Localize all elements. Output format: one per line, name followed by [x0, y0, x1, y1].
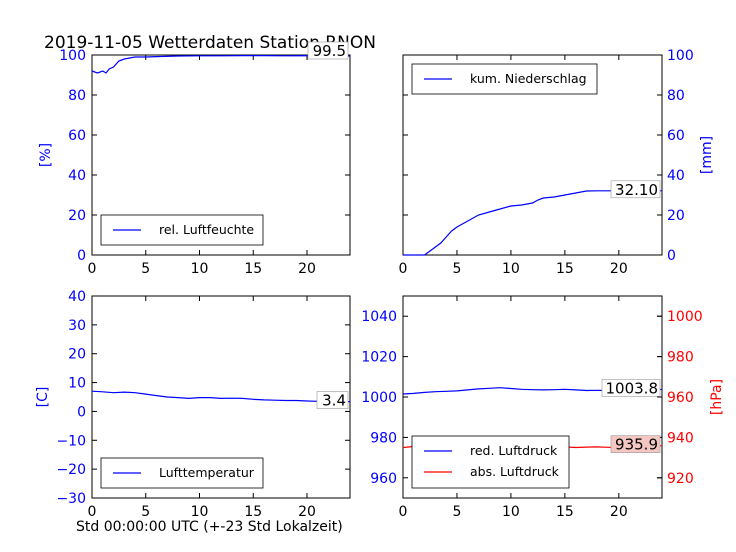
- x-tick-label: 10: [502, 504, 520, 520]
- value-annotation-box: [307, 41, 349, 60]
- value-annotation: 32.10: [615, 181, 658, 199]
- y-tick-label: 40: [667, 168, 685, 184]
- legend-box: [411, 435, 570, 489]
- x-tick-label: 15: [244, 261, 262, 277]
- y2-tick-label: 980: [667, 350, 694, 366]
- value-annotation-box: [610, 180, 661, 199]
- x-tick-label: 10: [191, 504, 209, 520]
- legend: Lufttemperatur: [100, 457, 264, 489]
- value-annotation: 935.9: [615, 436, 658, 454]
- y-axis-label: [%]: [38, 143, 54, 167]
- series-line-temperature-0: [91, 390, 350, 403]
- y2-tick-label: 920: [667, 471, 694, 487]
- y-tick-label: 0: [77, 248, 86, 264]
- y2-tick-label: 940: [667, 430, 694, 446]
- x-tick-label: 20: [298, 261, 316, 277]
- figure-xlabel: Std 00:00:00 UTC (+-23 Std Lokalzeit): [76, 519, 343, 535]
- value-annotation-box: [601, 379, 661, 397]
- legend-label: kum. Niederschlag: [470, 71, 587, 86]
- x-tick-label: 20: [610, 261, 628, 277]
- x-tick-label: 10: [502, 261, 520, 277]
- legend-label: red. Luftdruck: [470, 443, 558, 458]
- panel-humidity: 0 5 10 15 20 0 20 40 60 80 100 [%] rel. Luftfeuchte 9…: [38, 41, 351, 277]
- axes-frame: [91, 295, 351, 499]
- y-axis-label: [mm]: [699, 136, 715, 174]
- x-tick-label: 0: [399, 261, 408, 277]
- panel-precipitation: 0 5 10 15 20 0 20 40 60 80 100 [mm] kum. Niederschla…: [399, 48, 715, 277]
- x-tick-label: 15: [556, 261, 574, 277]
- y-tick-label: 60: [68, 128, 86, 144]
- x-tick-label: 5: [452, 261, 461, 277]
- value-annotation: 1003.8: [606, 379, 659, 397]
- series-line-precipitation-0: [403, 190, 662, 256]
- x-tick-label: 15: [556, 504, 574, 520]
- value-annotation: 99.5: [313, 42, 346, 60]
- legend-label: Lufttemperatur: [159, 465, 255, 480]
- y-tick-label: −20: [56, 462, 86, 478]
- series-line-humidity-0: [91, 54, 350, 74]
- y-tick-label: 40: [68, 168, 86, 184]
- y2-tick-label: 960: [667, 390, 694, 406]
- x-tick-label: 0: [88, 261, 97, 277]
- y-tick-label: 20: [68, 208, 86, 224]
- figure-title: 2019-11-05 Wetterdaten Station RNON: [44, 33, 376, 53]
- axes-frame: [91, 54, 351, 256]
- legend-label: abs. Luftdruck: [470, 464, 560, 479]
- x-tick-label: 20: [298, 504, 316, 520]
- x-tick-label: 10: [191, 261, 209, 277]
- x-tick-label: 0: [88, 504, 97, 520]
- y-tick-label: 0: [77, 404, 86, 420]
- x-tick-label: 5: [141, 504, 150, 520]
- panel-pressure: 0 5 10 15 20 960 980 1000 1020 1040 920 940 960 980 10…: [361, 295, 725, 520]
- y-tick-label: 1000: [361, 390, 397, 406]
- x-tick-label: 20: [610, 504, 628, 520]
- legend: rel. Luftfeuchte: [100, 214, 264, 246]
- y-tick-label: 40: [68, 289, 86, 305]
- legend: kum. Niederschlag: [411, 63, 598, 95]
- value-annotation-box: [316, 391, 349, 409]
- x-tick-label: 5: [141, 261, 150, 277]
- y-tick-label: 20: [68, 347, 86, 363]
- y-tick-label: 0: [667, 248, 676, 264]
- axes-frame: [402, 54, 663, 256]
- legend-label: rel. Luftfeuchte: [159, 222, 254, 237]
- y-tick-label: 30: [68, 318, 86, 334]
- y-tick-label: 80: [667, 88, 685, 104]
- y2-tick-label: 1000: [667, 309, 703, 325]
- y-tick-label: 20: [667, 208, 685, 224]
- panel-temperature: 0 5 10 15 20 −30 −20 −10 0 10 20 30 40 [C] Lufttempera…: [35, 289, 351, 520]
- x-tick-label: 15: [244, 504, 262, 520]
- y-tick-label: −30: [56, 491, 86, 507]
- y-tick-label: 960: [370, 471, 397, 487]
- y-tick-label: 980: [370, 430, 397, 446]
- y-tick-label: 1040: [361, 309, 397, 325]
- value-annotation-box: [610, 435, 661, 453]
- x-tick-label: 0: [399, 504, 408, 520]
- y-tick-label: 60: [667, 128, 685, 144]
- y-tick-label: 80: [68, 88, 86, 104]
- y-axis-label: [hPa]: [709, 379, 725, 415]
- value-annotation: 3.4: [322, 392, 346, 410]
- x-tick-label: 5: [452, 504, 461, 520]
- y-tick-label: −10: [56, 433, 86, 449]
- y-axis-label: [C]: [35, 387, 51, 408]
- legend: red. Luftdruck abs. Luftdruck: [411, 435, 570, 489]
- y-tick-label: 10: [68, 376, 86, 392]
- y-tick-label: 1020: [361, 350, 397, 366]
- y-tick-label: 100: [667, 48, 694, 64]
- y-tick-label: 100: [59, 48, 86, 64]
